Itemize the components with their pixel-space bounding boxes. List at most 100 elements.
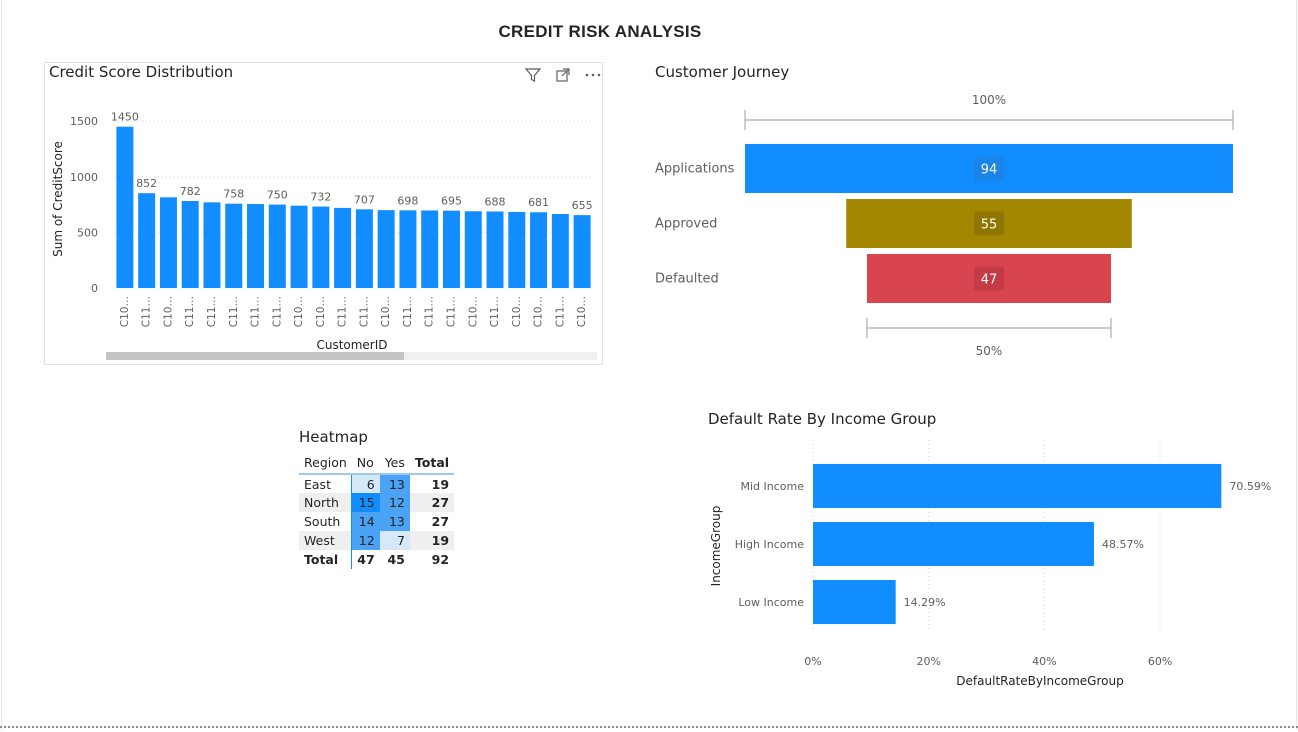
- y-axis-title: IncomeGroup: [709, 506, 723, 587]
- total-cell: 27: [431, 514, 450, 529]
- heatmap-title: Heatmap: [299, 428, 368, 446]
- bar: [268, 204, 286, 288]
- data-label: 758: [223, 188, 244, 201]
- customer-journey-funnel: 100% Applications 94 Approved 55 Defaulted 47 5…: [655, 93, 1234, 358]
- funnel-value-label: 94: [981, 163, 998, 178]
- bar: [551, 214, 569, 288]
- credit-score-visual[interactable]: [44, 62, 603, 365]
- total-no-cell: 47: [357, 552, 375, 567]
- bar: [813, 522, 1094, 566]
- column-header-no[interactable]: No: [356, 454, 374, 470]
- bar: [813, 464, 1222, 508]
- bar: [290, 205, 308, 288]
- default-rate-chart: 0% 20% 40% 60% Mid Income 70.59% High Income 48…: [709, 440, 1271, 688]
- x-tick-label: C10…: [511, 296, 523, 327]
- x-tick-label: 40%: [1032, 655, 1056, 668]
- funnel-category-label: Approved: [655, 217, 717, 232]
- bar: [247, 204, 265, 288]
- funnel-category-label: Applications: [655, 162, 735, 177]
- heatmap-matrix: Region No Yes Total East 6 13 19 North 1…: [299, 451, 455, 569]
- bar: [225, 203, 243, 288]
- x-tick-label: C10…: [315, 296, 327, 327]
- column-header-region[interactable]: Region: [304, 454, 347, 470]
- y-axis-title: Sum of CreditScore: [51, 141, 65, 257]
- x-tick-label: C11…: [489, 296, 501, 327]
- focus-mode-icon[interactable]: [554, 66, 572, 84]
- customer-journey-title: Customer Journey: [655, 63, 790, 81]
- total-cell: 27: [409, 493, 455, 512]
- bar: [530, 212, 548, 288]
- x-tick-label: C11…: [250, 296, 262, 327]
- x-tick-label: C11…: [184, 296, 196, 327]
- bar: [442, 210, 460, 288]
- funnel-category-label: Defaulted: [655, 272, 719, 287]
- total-yes-cell: 45: [387, 552, 405, 567]
- data-label: 698: [397, 194, 418, 207]
- bar: [203, 202, 221, 288]
- data-label: 1450: [111, 111, 139, 124]
- total-cell: 19: [409, 473, 455, 493]
- x-tick-label: C11…: [445, 296, 457, 327]
- totals-row: Total 47 45 92: [299, 550, 454, 569]
- bar: [116, 126, 134, 288]
- x-axis-title: CustomerID: [316, 338, 387, 352]
- x-tick-label: C11…: [358, 296, 370, 327]
- funnel-value-badge: [974, 211, 1004, 236]
- bar: [355, 209, 373, 288]
- visual-header-icons: [524, 66, 602, 84]
- more-options-icon[interactable]: [584, 66, 602, 84]
- x-tick-label: C11…: [402, 296, 414, 327]
- bar: [464, 211, 482, 288]
- data-label: 655: [572, 199, 593, 212]
- credit-score-title: Credit Score Distribution: [49, 63, 234, 81]
- region-cell: North: [299, 493, 353, 512]
- data-label: 695: [441, 195, 462, 208]
- region-cell: South: [299, 512, 353, 531]
- table-row: North 15 12 27: [299, 493, 455, 512]
- bar: [399, 210, 417, 288]
- page-boundary: [0, 726, 1298, 728]
- page-title: CREDIT RISK ANALYSIS: [498, 22, 702, 41]
- data-label: 707: [354, 193, 375, 206]
- no-cell: 14: [351, 512, 380, 531]
- x-tick-label: C11…: [424, 296, 436, 327]
- x-tick-label: C11…: [554, 296, 566, 327]
- column-header-total[interactable]: Total: [414, 454, 450, 470]
- bar: [334, 207, 352, 288]
- data-label: 48.57%: [1102, 538, 1144, 551]
- data-label: 852: [136, 177, 157, 190]
- bottom-percent-label: 50%: [976, 344, 1003, 358]
- column-header-yes[interactable]: Yes: [384, 454, 405, 470]
- x-tick-label: 20%: [916, 655, 940, 668]
- x-tick-label: C11…: [271, 296, 283, 327]
- data-label: 14.29%: [904, 596, 946, 609]
- y-tick-label: 500: [77, 226, 98, 239]
- funnel-value-badge: [974, 156, 1004, 181]
- x-tick-label: C10…: [293, 296, 305, 327]
- top-percent-label: 100%: [972, 93, 1006, 107]
- data-label: 688: [485, 195, 506, 208]
- bar: [813, 580, 896, 624]
- bar: [573, 215, 591, 288]
- table-row: South 14 13 27: [299, 512, 454, 531]
- yes-cell: 12: [379, 493, 410, 512]
- y-tick-label: 1500: [70, 115, 98, 128]
- x-tick-label: C11…: [337, 296, 349, 327]
- filter-icon[interactable]: [524, 66, 542, 84]
- x-tick-label: C11…: [141, 296, 153, 327]
- credit-score-chart: Sum of CreditScore 0 500 1000 1500 1450 C10… 85…: [51, 111, 593, 352]
- funnel-value-badge: [974, 266, 1004, 291]
- bar: [159, 197, 177, 288]
- default-rate-title: Default Rate By Income Group: [708, 410, 937, 428]
- x-axis-title: DefaultRateByIncomeGroup: [956, 674, 1123, 688]
- bar: [312, 206, 330, 288]
- y-tick-label: High Income: [735, 538, 804, 551]
- region-cell: West: [299, 531, 353, 550]
- yes-cell: 13: [379, 512, 410, 531]
- x-tick-label: C10…: [119, 296, 131, 327]
- data-label: 732: [310, 191, 331, 204]
- x-tick-label: C11…: [228, 296, 240, 327]
- total-cell: 19: [409, 531, 455, 550]
- horizontal-scrollbar-thumb[interactable]: [106, 352, 404, 360]
